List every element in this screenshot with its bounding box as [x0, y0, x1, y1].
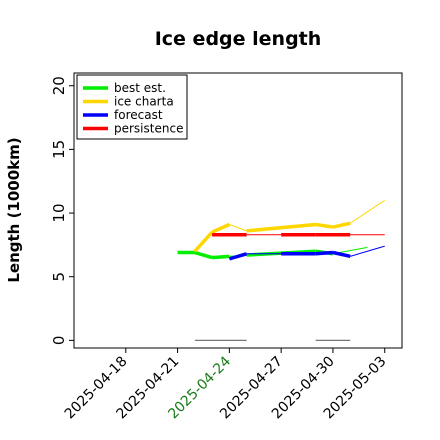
- series-segment-forecast-5: [350, 245, 385, 257]
- series-segment-ice-charta-5: [332, 221, 351, 229]
- y-tick-label-10: 10: [50, 203, 68, 222]
- series-segment-best-est-1: [194, 250, 213, 260]
- y-tick-label-0: 0: [50, 336, 68, 346]
- chart-title: Ice edge length: [155, 28, 322, 50]
- y-tick-label-15: 15: [50, 140, 68, 159]
- series-segment-ice-charta-0: [193, 230, 214, 253]
- series-segment-ice-charta-1: [211, 222, 231, 234]
- legend-label-best-est: best est.: [114, 81, 166, 95]
- series-segment-ice-charta-6: [349, 199, 386, 224]
- series-segment-forecast-3: [315, 250, 334, 256]
- series-segment-ice-charta-2: [229, 224, 247, 232]
- series-ice-charta: [193, 199, 386, 253]
- series-segment-ice-charta-3: [246, 222, 316, 233]
- series-segment-forecast-0: [228, 252, 248, 261]
- y-tick-label-20: 20: [50, 76, 68, 95]
- legend-label-forecast: forecast: [114, 108, 163, 122]
- y-ticks: 0 5 10 15 20: [50, 76, 74, 345]
- series-segment-ice-charta-4: [315, 222, 334, 229]
- y-axis-label: Length (1000km): [5, 137, 23, 282]
- plot-frame: [73, 72, 403, 349]
- series-layer: [177, 199, 386, 261]
- series-segment-best-est-2: [211, 254, 230, 260]
- series-segment-forecast-4: [332, 250, 351, 259]
- legend-label-persistence: persistence: [114, 122, 183, 136]
- y-tick-label-5: 5: [50, 272, 68, 282]
- legend-label-ice-charta: ice charta: [114, 95, 174, 109]
- series-forecast: [228, 245, 385, 261]
